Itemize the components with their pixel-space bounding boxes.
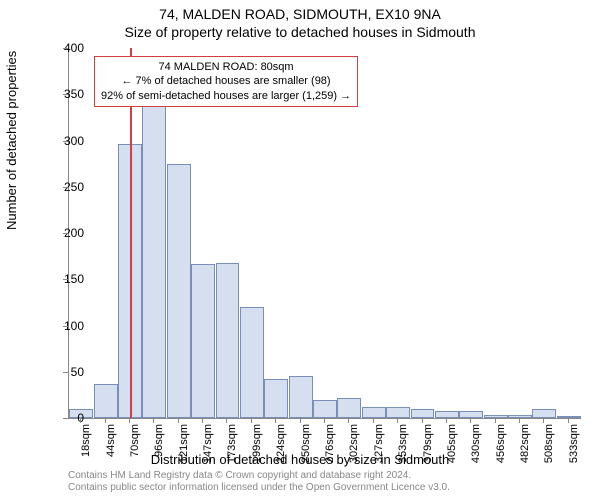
x-tick-label: 250sqm [300,424,312,474]
x-tick-mark [226,418,227,423]
chart-title-2: Size of property relative to detached ho… [0,24,600,40]
x-tick-mark [153,418,154,423]
x-tick-mark [275,418,276,423]
histogram-bar [459,411,483,418]
histogram-bar [557,416,581,418]
y-tick-mark [63,372,68,373]
x-tick-mark [373,418,374,423]
histogram-bar [264,379,288,418]
histogram-bar [484,415,508,418]
histogram-bar [313,400,337,419]
histogram-bar [435,411,459,418]
x-tick-mark [397,418,398,423]
histogram-bar [411,409,435,418]
x-tick-mark [470,418,471,423]
histogram-bar [142,104,166,419]
histogram-bar [386,407,410,418]
histogram-bar [216,263,240,418]
chart-title-1: 74, MALDEN ROAD, SIDMOUTH, EX10 9NA [0,6,600,22]
x-tick-mark [80,418,81,423]
x-tick-label: 327sqm [373,424,385,474]
x-tick-mark [519,418,520,423]
x-tick-label: 456sqm [495,424,507,474]
x-tick-label: 121sqm [178,424,190,474]
annotation-line: 92% of semi-detached houses are larger (… [101,89,351,103]
annotation-line: 74 MALDEN ROAD: 80sqm [101,60,351,74]
x-tick-mark [543,418,544,423]
y-tick-mark [63,418,68,419]
x-tick-label: 430sqm [470,424,482,474]
x-tick-label: 405sqm [446,424,458,474]
x-tick-label: 70sqm [129,424,141,474]
x-tick-label: 302sqm [348,424,360,474]
x-tick-mark [348,418,349,423]
x-tick-label: 147sqm [202,424,214,474]
attribution-line-2: Contains public sector information licen… [68,482,450,494]
y-tick-mark [63,233,68,234]
x-tick-label: 18sqm [80,424,92,474]
x-tick-mark [324,418,325,423]
x-tick-label: 173sqm [226,424,238,474]
x-tick-label: 508sqm [543,424,555,474]
x-tick-mark [446,418,447,423]
annotation-box: 74 MALDEN ROAD: 80sqm← 7% of detached ho… [94,56,358,107]
x-tick-label: 276sqm [324,424,336,474]
x-tick-label: 96sqm [153,424,165,474]
x-tick-label: 353sqm [397,424,409,474]
histogram-bar [240,307,264,418]
x-tick-label: 44sqm [105,424,117,474]
y-tick-mark [63,326,68,327]
x-tick-mark [129,418,130,423]
x-tick-mark [105,418,106,423]
x-tick-label: 199sqm [251,424,263,474]
histogram-bar [191,264,215,418]
x-tick-mark [568,418,569,423]
x-tick-mark [300,418,301,423]
x-tick-label: 224sqm [275,424,287,474]
x-tick-mark [422,418,423,423]
histogram-bar [362,407,386,418]
y-tick-mark [63,279,68,280]
y-tick-mark [63,141,68,142]
x-tick-mark [202,418,203,423]
chart-container: 74, MALDEN ROAD, SIDMOUTH, EX10 9NA Size… [0,0,600,500]
y-tick-mark [63,94,68,95]
x-tick-mark [178,418,179,423]
x-tick-mark [495,418,496,423]
histogram-bar [532,409,556,418]
histogram-bar [337,398,361,418]
y-tick-mark [63,187,68,188]
x-tick-label: 533sqm [568,424,580,474]
histogram-bar [289,376,313,418]
x-tick-label: 379sqm [422,424,434,474]
y-tick-mark [63,48,68,49]
annotation-line: ← 7% of detached houses are smaller (98) [101,74,351,88]
x-tick-mark [251,418,252,423]
histogram-bar [167,164,191,418]
x-tick-label: 482sqm [519,424,531,474]
histogram-bar [94,384,118,418]
y-axis-label: Number of detached properties [4,51,19,230]
